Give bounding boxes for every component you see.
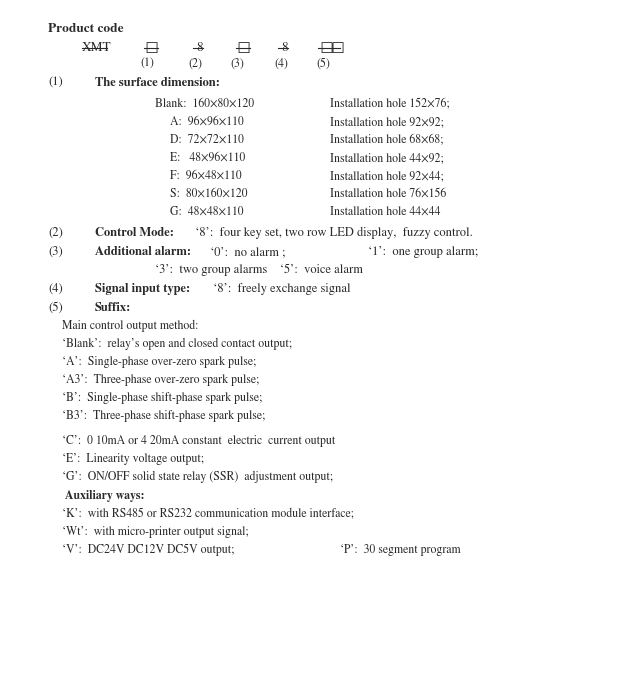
Text: ‘8’:  freely exchange signal: ‘8’: freely exchange signal [210, 283, 350, 295]
Text: (3): (3) [230, 58, 244, 70]
Text: A:  96×96×110: A: 96×96×110 [170, 116, 244, 128]
Text: Installation hole 76×156: Installation hole 76×156 [330, 188, 446, 200]
Text: (5): (5) [316, 58, 330, 70]
Text: S:  80×160×120: S: 80×160×120 [170, 188, 248, 200]
Text: (2): (2) [188, 58, 202, 70]
Text: Installation hole 92×92;: Installation hole 92×92; [330, 116, 444, 128]
Text: Auxiliary ways:: Auxiliary ways: [62, 490, 145, 502]
Text: Signal input type:: Signal input type: [95, 283, 190, 295]
Text: ‘A3’:  Three-phase over-zero spark pulse;: ‘A3’: Three-phase over-zero spark pulse; [62, 374, 259, 386]
Text: Installation hole 92×44;: Installation hole 92×44; [330, 170, 444, 181]
Text: Installation hole 44×92;: Installation hole 44×92; [330, 152, 444, 164]
Text: (3): (3) [48, 246, 63, 258]
Text: ‘B3’:  Three-phase shift-phase spark pulse;: ‘B3’: Three-phase shift-phase spark puls… [62, 410, 266, 422]
Text: ‘Wt’:  with micro-printer output signal;: ‘Wt’: with micro-printer output signal; [62, 526, 249, 538]
Text: (1): (1) [140, 58, 154, 70]
Text: Control Mode:: Control Mode: [95, 227, 174, 239]
Text: (1): (1) [48, 77, 63, 89]
Text: (5): (5) [48, 302, 63, 314]
Text: ‘K’:  with RS485 or RS232 communication module interface;: ‘K’: with RS485 or RS232 communication m… [62, 508, 354, 520]
Text: D:  72×72×110: D: 72×72×110 [170, 134, 244, 146]
Text: ‘E’:  Linearity voltage output;: ‘E’: Linearity voltage output; [62, 453, 204, 465]
Text: (4): (4) [274, 58, 288, 70]
Text: ‘G’:  ON/OFF solid state relay (SSR)  adjustment output;: ‘G’: ON/OFF solid state relay (SSR) adju… [62, 471, 333, 483]
Text: 8: 8 [196, 42, 203, 54]
Text: ‘1’:  one group alarm;: ‘1’: one group alarm; [368, 246, 478, 258]
Text: E:   48×96×110: E: 48×96×110 [170, 152, 245, 164]
Text: ‘B’:  Single-phase shift-phase spark pulse;: ‘B’: Single-phase shift-phase spark puls… [62, 392, 262, 404]
Text: (4): (4) [48, 283, 63, 295]
Text: Suffix:: Suffix: [95, 302, 131, 314]
Text: □: □ [145, 42, 157, 54]
Text: Main control output method:: Main control output method: [62, 320, 199, 333]
Text: Blank:  160×80×120: Blank: 160×80×120 [155, 98, 254, 110]
Text: G:  48×48×110: G: 48×48×110 [170, 206, 244, 218]
Text: □□: □□ [320, 42, 344, 54]
Text: ‘0’:  no alarm ;: ‘0’: no alarm ; [207, 246, 285, 258]
Text: (2): (2) [48, 227, 63, 239]
Text: Installation hole 68×68;: Installation hole 68×68; [330, 134, 444, 146]
Text: ‘A’:  Single-phase over-zero spark pulse;: ‘A’: Single-phase over-zero spark pulse; [62, 356, 257, 368]
Text: Installation hole 152×76;: Installation hole 152×76; [330, 98, 449, 110]
Text: ‘3’:  two group alarms    ‘5’:  voice alarm: ‘3’: two group alarms ‘5’: voice alarm [155, 264, 363, 276]
Text: Installation hole 44×44: Installation hole 44×44 [330, 206, 440, 218]
Text: ‘8’:  four key set, two row LED display,  fuzzy control.: ‘8’: four key set, two row LED display, … [192, 227, 473, 239]
Text: 8: 8 [281, 42, 287, 54]
Text: Product code: Product code [48, 23, 123, 35]
Text: Additional alarm:: Additional alarm: [95, 246, 191, 258]
Text: ‘P’:  30 segment program: ‘P’: 30 segment program [340, 544, 460, 556]
Text: ‘V’:  DC24V、DC12V、DC5V output;: ‘V’: DC24V、DC12V、DC5V output; [62, 544, 235, 556]
Text: F:  96×48×110: F: 96×48×110 [170, 170, 242, 181]
Text: □: □ [237, 42, 249, 54]
Text: ‘C’:  0～10mA or 4～20mA constant  electric  current output: ‘C’: 0～10mA or 4～20mA constant electric … [62, 435, 335, 447]
Text: XMT: XMT [82, 42, 112, 54]
Text: ‘Blank’:  relay’s open and closed contact output;: ‘Blank’: relay’s open and closed contact… [62, 338, 292, 351]
Text: The surface dimension:: The surface dimension: [95, 77, 220, 89]
